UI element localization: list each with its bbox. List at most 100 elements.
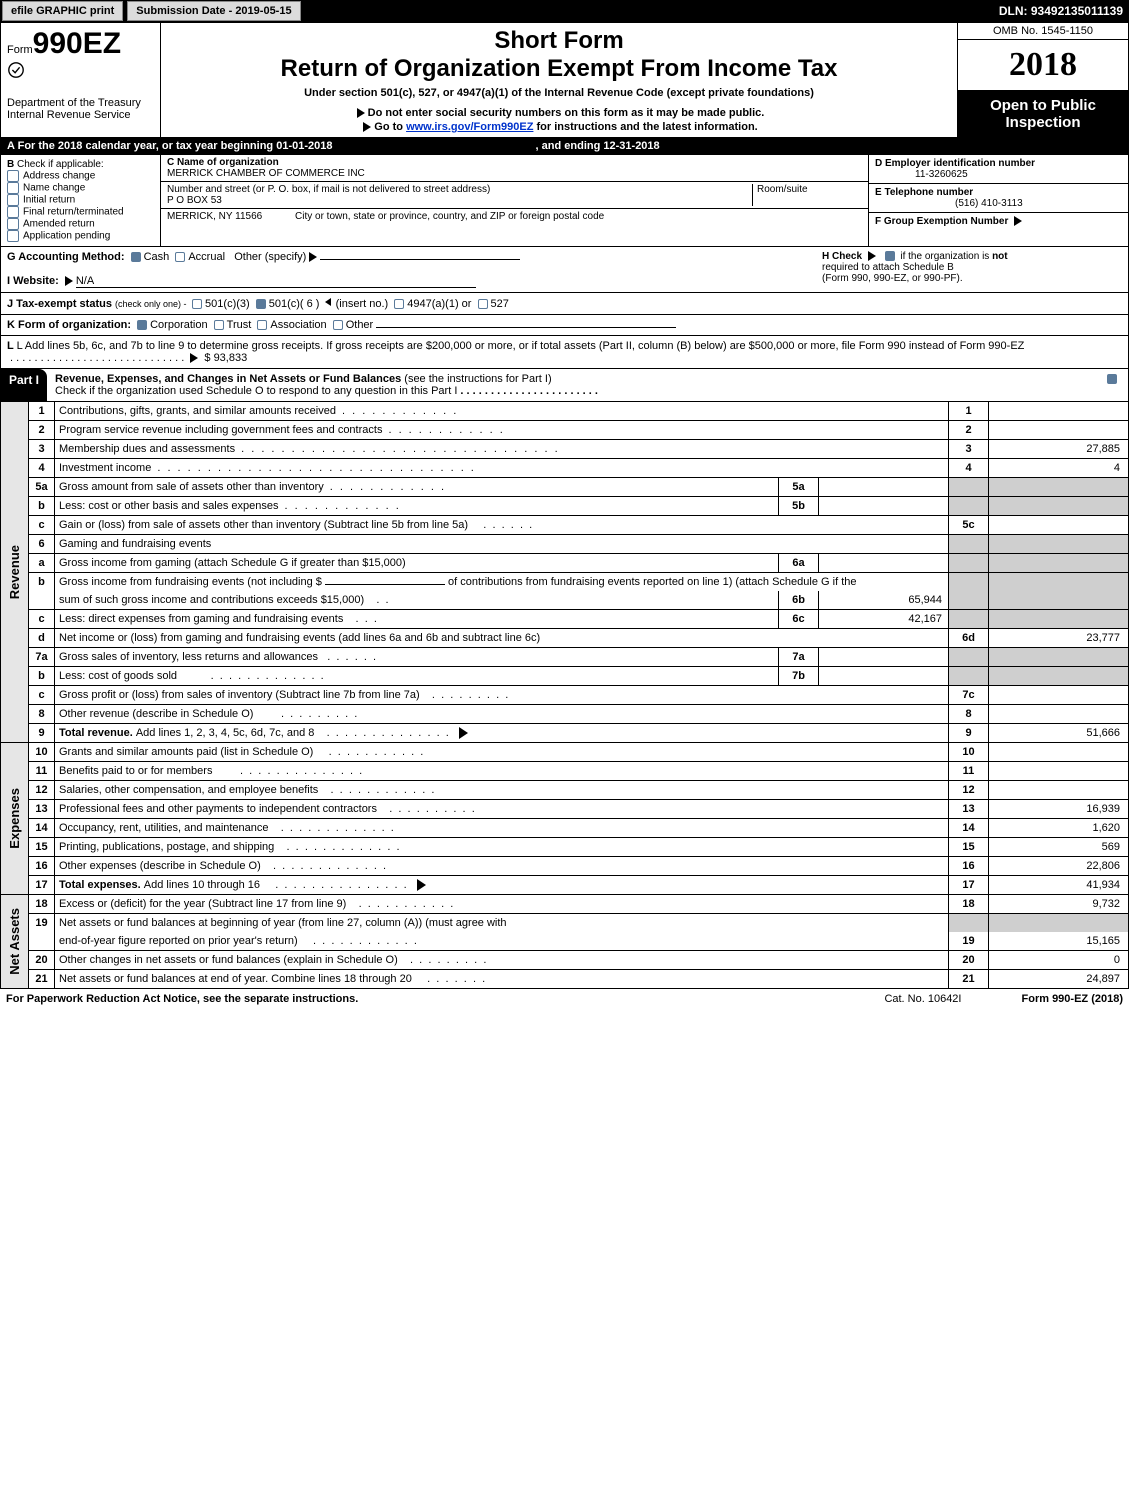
line-desc-bold: Total expenses. — [59, 879, 144, 891]
line-no-blank — [29, 591, 55, 610]
527-check[interactable] — [478, 299, 488, 309]
mini-value — [819, 667, 949, 686]
triangle-icon — [62, 275, 76, 287]
left-caret-icon — [323, 297, 333, 307]
expenses-section-label: Expenses — [1, 743, 29, 895]
address-change-check[interactable] — [7, 171, 23, 182]
dept-treasury: Department of the Treasury — [7, 97, 154, 109]
street-label: Number and street (or P. O. box, if mail… — [167, 184, 490, 195]
h-check[interactable] — [885, 251, 895, 261]
right-arrow-icon — [455, 727, 468, 739]
part1-title: Revenue, Expenses, and Changes in Net As… — [47, 369, 1096, 401]
line-desc: Gross income from fundraising events (no… — [59, 576, 325, 588]
line-rno: 11 — [949, 762, 989, 781]
line-a-mid: , and ending — [536, 140, 604, 152]
line-rno: 8 — [949, 705, 989, 724]
form-number: 990EZ — [33, 27, 121, 60]
line-k: K Form of organization: Corporation Trus… — [0, 315, 1129, 336]
h-not: not — [992, 251, 1008, 262]
line-desc: Other expenses (describe in Schedule O) — [59, 860, 261, 872]
cash-check[interactable] — [131, 252, 141, 262]
insert-no-label: (insert no.) — [336, 298, 389, 310]
line-no: 8 — [29, 705, 55, 724]
accrual-check[interactable] — [175, 252, 185, 262]
final-return-check[interactable] — [7, 207, 23, 218]
room-label: Room/suite — [757, 184, 808, 195]
other-org-input[interactable] — [376, 327, 676, 328]
line-no: 18 — [29, 895, 55, 914]
trust-check[interactable] — [214, 320, 224, 330]
line-desc: Gross income from gaming (attach Schedul… — [59, 557, 406, 569]
line-no: 7a — [29, 648, 55, 667]
goto-pre: Go to — [374, 121, 406, 133]
corp-check[interactable] — [137, 320, 147, 330]
line-no: c — [29, 686, 55, 705]
shaded-cell — [949, 497, 989, 516]
application-pending-label: Application pending — [23, 231, 110, 242]
main-title: Return of Organization Exempt From Incom… — [167, 55, 951, 83]
j-note: (check only one) - — [115, 299, 189, 309]
amended-return-label: Amended return — [23, 219, 95, 230]
line-a: A For the 2018 calendar year, or tax yea… — [0, 138, 1129, 155]
part1-title-text: Revenue, Expenses, and Changes in Net As… — [55, 373, 404, 385]
amended-return-check[interactable] — [7, 219, 23, 230]
h-text3: (Form 990, 990-EZ, or 990-PF). — [822, 273, 963, 284]
efile-print-button[interactable]: efile GRAPHIC print — [2, 1, 123, 21]
name-change-check[interactable] — [7, 183, 23, 194]
line-value: 27,885 — [989, 440, 1129, 459]
line-value: 4 — [989, 459, 1129, 478]
l-text: L Add lines 5b, 6c, and 7b to line 9 to … — [17, 340, 1025, 352]
shaded-cell — [949, 610, 989, 629]
title-cell: Short Form Return of Organization Exempt… — [161, 23, 958, 137]
shaded-cell — [989, 535, 1129, 554]
line-no: b — [29, 573, 55, 592]
initial-return-check[interactable] — [7, 195, 23, 206]
website-value: N/A — [76, 275, 476, 288]
initial-return-label: Initial return — [23, 195, 75, 206]
g-label: G Accounting Method: — [7, 251, 125, 263]
mini-no: 7b — [779, 667, 819, 686]
shaded-cell — [989, 591, 1129, 610]
submission-date-label: Submission Date - 2019-05-15 — [127, 1, 300, 21]
instructions-link[interactable]: www.irs.gov/Form990EZ — [406, 121, 533, 133]
line-no: a — [29, 554, 55, 573]
line-desc: end-of-year figure reported on prior yea… — [59, 935, 298, 947]
line-value — [989, 686, 1129, 705]
line-desc-post: of contributions from fundraising events… — [448, 576, 856, 588]
4947-check[interactable] — [394, 299, 404, 309]
c-label: C Name of organization — [167, 157, 279, 168]
omb-number: OMB No. 1545-1150 — [958, 23, 1128, 40]
line-desc: Gaming and fundraising events — [59, 538, 211, 550]
other-org-check[interactable] — [333, 320, 343, 330]
shaded-cell — [989, 478, 1129, 497]
line-desc: Occupancy, rent, utilities, and maintena… — [59, 822, 269, 834]
line-value — [989, 402, 1129, 421]
shaded-cell — [989, 648, 1129, 667]
form-ref-pre: Form — [1022, 993, 1053, 1005]
d-label: D Employer identification number — [875, 158, 1035, 169]
triangle-icon — [306, 251, 320, 263]
line-value: 41,934 — [989, 876, 1129, 895]
irs-label: Internal Revenue Service — [7, 109, 154, 121]
line-rno: 18 — [949, 895, 989, 914]
501c-check[interactable] — [256, 299, 266, 309]
line-rno: 15 — [949, 838, 989, 857]
fundraising-contrib-input[interactable] — [325, 584, 445, 585]
h-label: H Check — [822, 251, 862, 262]
line-desc: Salaries, other compensation, and employ… — [59, 784, 318, 796]
omb-year-cell: OMB No. 1545-1150 2018 Open to Public In… — [958, 23, 1128, 137]
line-rno: 14 — [949, 819, 989, 838]
section-sub: Under section 501(c), 527, or 4947(a)(1)… — [167, 83, 951, 99]
goto-post: for instructions and the latest informat… — [533, 121, 757, 133]
line-no: 21 — [29, 970, 55, 989]
assoc-check[interactable] — [257, 320, 267, 330]
501c3-check[interactable] — [192, 299, 202, 309]
other-specify-input[interactable] — [320, 259, 520, 260]
application-pending-check[interactable] — [7, 231, 23, 242]
trust-label: Trust — [227, 319, 252, 331]
shaded-cell — [949, 667, 989, 686]
mini-value — [819, 478, 949, 497]
schedule-o-check[interactable] — [1107, 374, 1117, 384]
shaded-cell — [989, 667, 1129, 686]
line-desc: Other revenue (describe in Schedule O) — [59, 708, 253, 720]
